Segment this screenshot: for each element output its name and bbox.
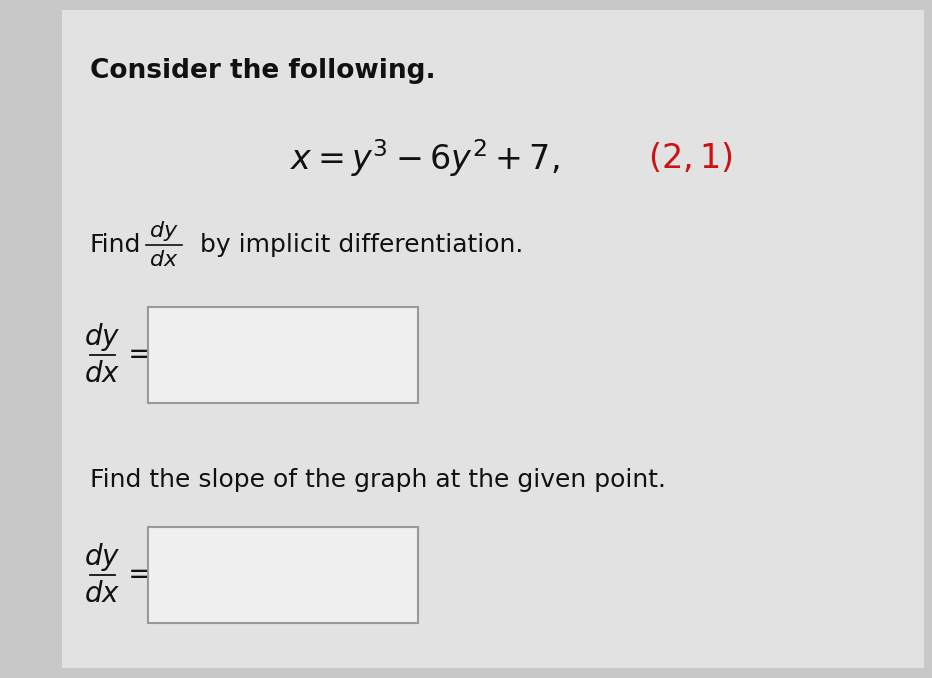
- Text: $dy$: $dy$: [149, 219, 179, 243]
- Text: $dx$: $dx$: [149, 249, 179, 271]
- Text: Consider the following.: Consider the following.: [90, 58, 435, 84]
- Text: $(2, 1)$: $(2, 1)$: [648, 141, 733, 175]
- Bar: [148, 527, 418, 623]
- Text: $dx$: $dx$: [84, 582, 120, 608]
- Text: $x = y^3 - 6y^2 + 7,$: $x = y^3 - 6y^2 + 7,$: [290, 137, 559, 179]
- Text: $dy$: $dy$: [84, 321, 120, 353]
- Text: by implicit differentiation.: by implicit differentiation.: [200, 233, 524, 257]
- Text: $dx$: $dx$: [84, 361, 120, 388]
- Text: =: =: [128, 340, 154, 370]
- Bar: [148, 307, 418, 403]
- Text: =: =: [128, 561, 154, 589]
- Text: Find: Find: [90, 233, 142, 257]
- Text: Find the slope of the graph at the given point.: Find the slope of the graph at the given…: [90, 468, 666, 492]
- Text: $dy$: $dy$: [84, 541, 120, 573]
